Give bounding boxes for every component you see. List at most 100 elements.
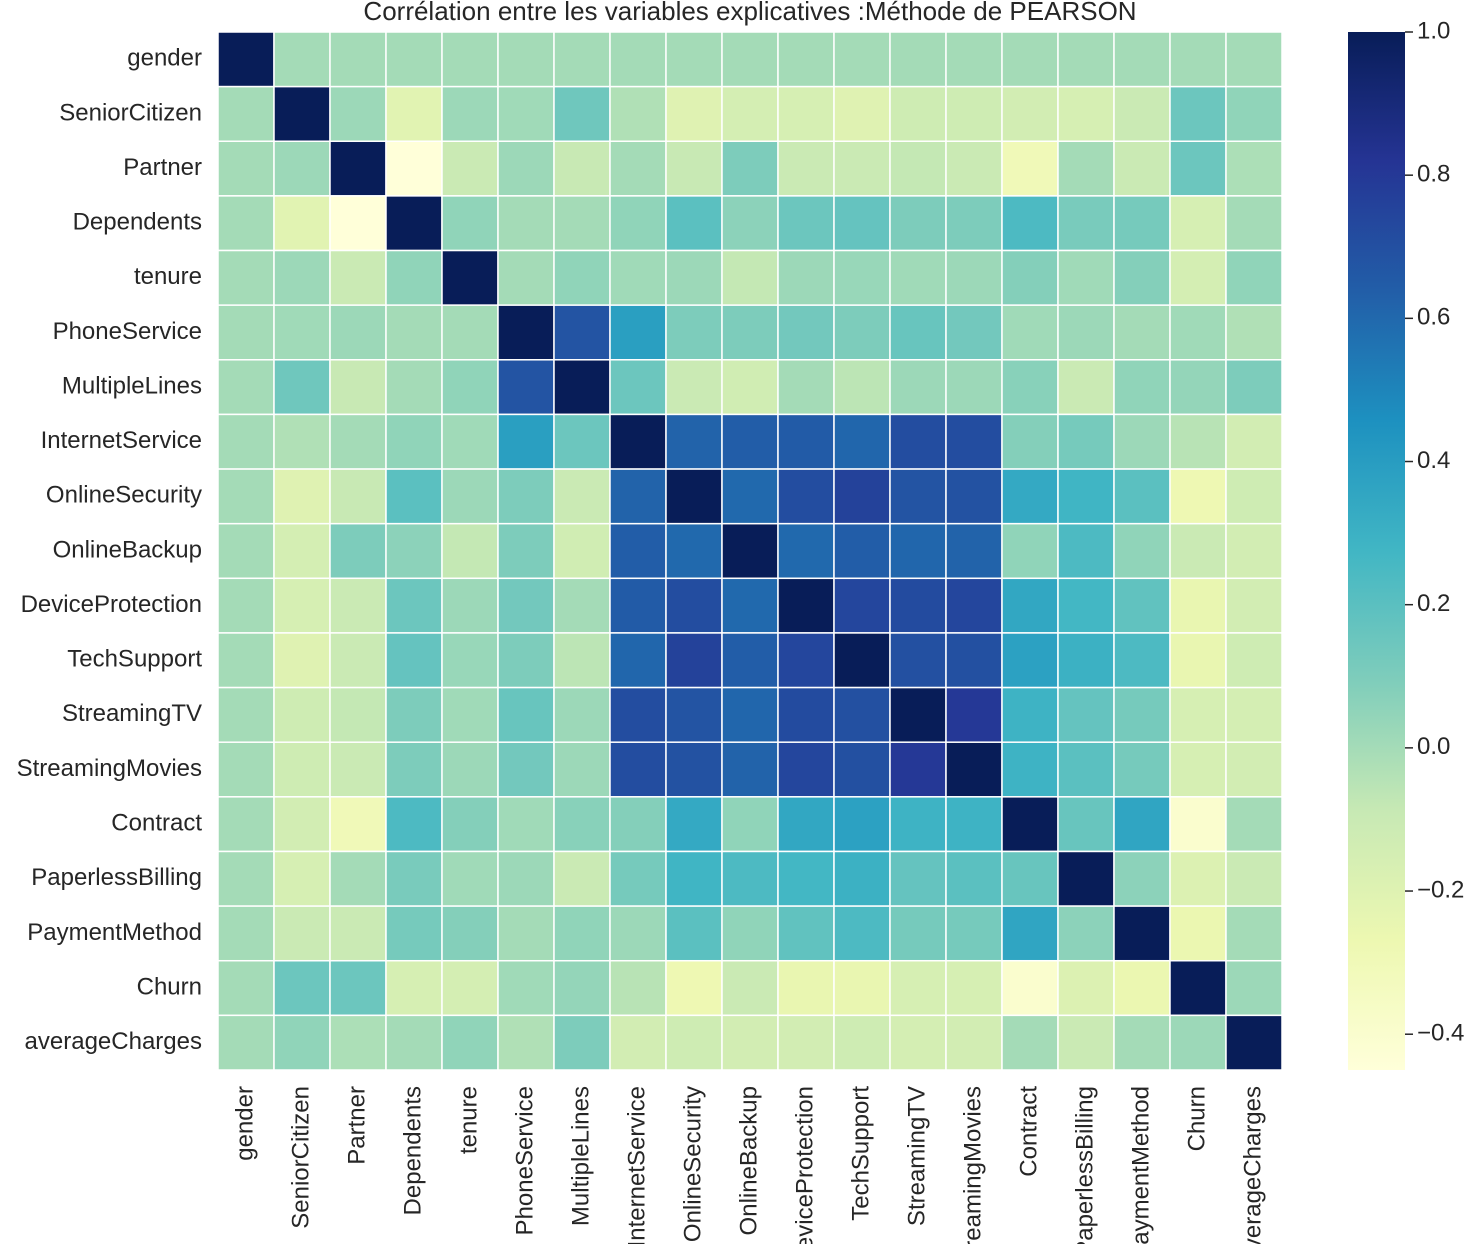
heatmap-cell: [1001, 522, 1059, 580]
heatmap-cell: [273, 522, 331, 580]
heatmap-cell: [385, 522, 443, 580]
heatmap-cell: [1169, 304, 1227, 361]
x-tick-label: gender: [231, 1086, 258, 1161]
heatmap-cell: [553, 741, 611, 798]
heatmap-cell: [273, 140, 331, 197]
heatmap-cell: [1057, 522, 1115, 580]
heatmap-cell: [1057, 905, 1115, 962]
heatmap-cell: [945, 905, 1003, 962]
heatmap-cell: [1169, 249, 1227, 306]
heatmap-cell: [721, 249, 779, 306]
heatmap-cell: [497, 632, 555, 689]
heatmap-cell: [1113, 686, 1171, 743]
heatmap-cell: [945, 85, 1003, 143]
heatmap-cell: [609, 686, 667, 743]
heatmap-cell: [1225, 686, 1283, 743]
heatmap-cell: [665, 796, 723, 853]
heatmap-cell: [889, 741, 947, 798]
heatmap-cell: [1225, 1014, 1283, 1071]
heatmap-cell: [609, 959, 667, 1017]
colorbar-tick-label: 1.0: [1417, 17, 1450, 44]
heatmap-cell: [945, 959, 1003, 1017]
heatmap-cell: [1057, 850, 1115, 907]
heatmap-cell: [1225, 577, 1283, 634]
heatmap-cell: [553, 31, 611, 88]
heatmap-cell: [441, 796, 499, 853]
heatmap-cell: [833, 850, 891, 907]
heatmap-cell: [721, 359, 779, 416]
heatmap-cell: [1001, 1014, 1059, 1071]
heatmap-cell: [329, 140, 387, 197]
heatmap-cell: [1169, 468, 1227, 525]
y-tick-label: StreamingMovies: [17, 755, 202, 782]
heatmap-cell: [1057, 140, 1115, 197]
x-tick-label: tenure: [455, 1086, 482, 1154]
heatmap-cell: [553, 249, 611, 306]
heatmap-cell: [833, 195, 891, 252]
x-tick-label: StreamingMovies: [959, 1086, 986, 1244]
heatmap-cell: [833, 796, 891, 853]
heatmap-cell: [833, 959, 891, 1017]
heatmap-cell: [609, 850, 667, 907]
heatmap-cell: [609, 1014, 667, 1071]
heatmap-cell: [945, 140, 1003, 197]
colorbar-tick-label: −0.4: [1417, 1020, 1464, 1047]
heatmap-cell: [1169, 413, 1227, 470]
heatmap-cell: [1113, 195, 1171, 252]
heatmap-cell: [497, 850, 555, 907]
heatmap-cell: [217, 796, 275, 853]
heatmap-cell: [889, 140, 947, 197]
chart-title: Corrélation entre les variables explicat…: [363, 0, 1136, 26]
heatmap-cell: [385, 686, 443, 743]
heatmap-cell: [1001, 140, 1059, 197]
x-tick-label: SeniorCitizen: [287, 1086, 314, 1229]
heatmap-cell: [1225, 959, 1283, 1017]
heatmap-cell: [889, 686, 947, 743]
y-tick-label: Partner: [123, 154, 202, 181]
heatmap-cell: [665, 413, 723, 470]
heatmap-cell: [945, 1014, 1003, 1071]
heatmap-cell: [945, 31, 1003, 88]
heatmap-cell: [609, 632, 667, 689]
y-tick-label: tenure: [134, 263, 202, 290]
heatmap-cell: [553, 359, 611, 416]
heatmap-cell: [665, 741, 723, 798]
heatmap-cell: [553, 959, 611, 1017]
heatmap-cell: [329, 632, 387, 689]
heatmap-cell: [1225, 304, 1283, 361]
heatmap-cell: [889, 850, 947, 907]
heatmap-cell: [217, 359, 275, 416]
heatmap-cell: [1113, 959, 1171, 1017]
heatmap-cell: [1057, 741, 1115, 798]
heatmap-cell: [385, 249, 443, 306]
heatmap-cell: [273, 577, 331, 634]
heatmap-cell: [889, 31, 947, 88]
heatmap-cell: [721, 741, 779, 798]
heatmap-cell: [329, 85, 387, 143]
heatmap-cell: [385, 796, 443, 853]
heatmap-cell: [609, 468, 667, 525]
heatmap-cell: [1113, 31, 1171, 88]
heatmap-cell: [777, 741, 835, 798]
heatmap-cell: [1113, 577, 1171, 634]
heatmap-cell: [1001, 796, 1059, 853]
heatmap-cell: [329, 850, 387, 907]
heatmap-cell: [441, 959, 499, 1017]
heatmap-cell: [497, 85, 555, 143]
heatmap-cell: [1225, 413, 1283, 470]
heatmap-cell: [777, 905, 835, 962]
heatmap-cell: [497, 249, 555, 306]
heatmap-cell: [441, 522, 499, 580]
heatmap-cell: [1225, 85, 1283, 143]
heatmap-cell: [553, 413, 611, 470]
heatmap-cell: [441, 577, 499, 634]
heatmap-cell: [1169, 195, 1227, 252]
heatmap-cell: [721, 31, 779, 88]
heatmap-cell: [385, 304, 443, 361]
heatmap-cell: [1169, 905, 1227, 962]
heatmap-cell: [777, 522, 835, 580]
heatmap-cell: [609, 522, 667, 580]
heatmap-cell: [889, 1014, 947, 1071]
heatmap-cell: [273, 741, 331, 798]
x-tick-label: OnlineBackup: [735, 1086, 762, 1235]
